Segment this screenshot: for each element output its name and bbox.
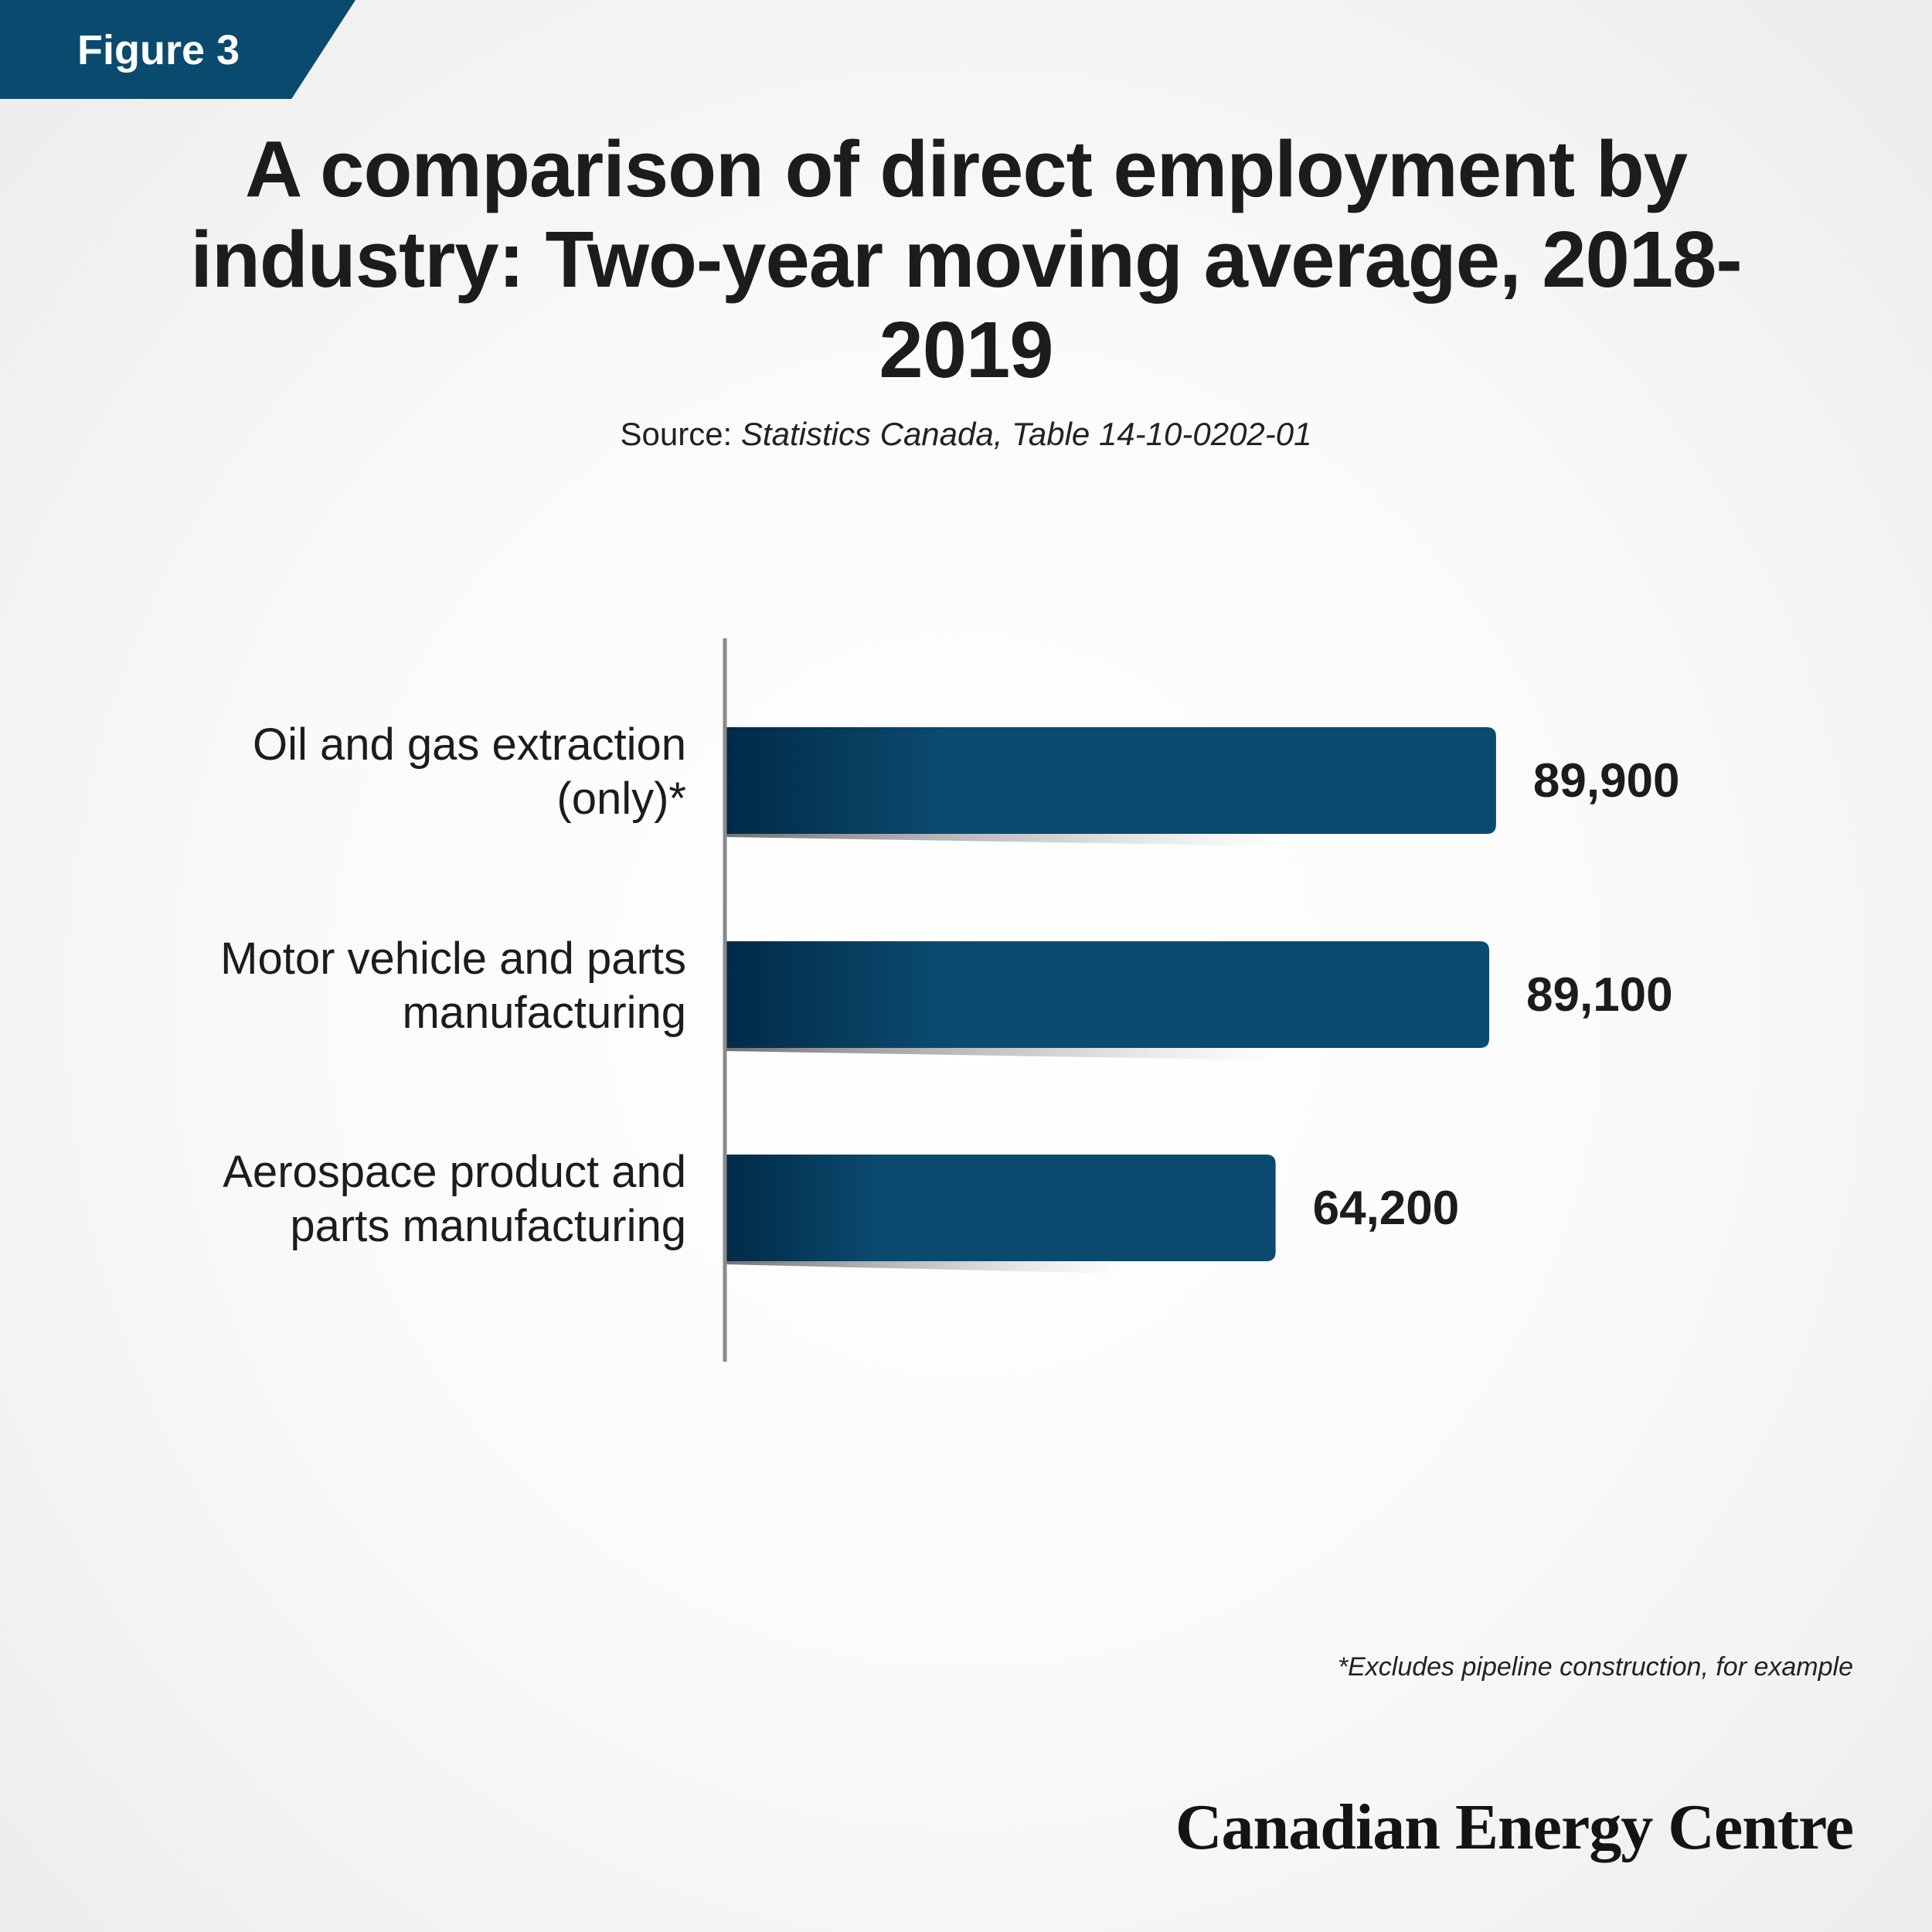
brand-logo-text: Canadian Energy Centre xyxy=(1175,1791,1854,1863)
bar xyxy=(725,727,1496,834)
figure-label: Figure 3 xyxy=(77,27,240,73)
bar xyxy=(725,941,1490,1048)
bar-shadow xyxy=(725,1046,1276,1060)
source-line: Source: Statistics Canada, Table 14-10-0… xyxy=(0,416,1932,453)
source-reference: Statistics Canada, Table 14-10-0202-01 xyxy=(740,416,1312,452)
category-label-line: (only)* xyxy=(556,774,686,824)
bar-shadow xyxy=(725,832,1281,846)
chart-title: A comparison of direct employment by ind… xyxy=(190,124,1742,394)
bar xyxy=(725,1155,1276,1261)
figure-label-tab: Figure 3 xyxy=(0,0,355,99)
category-label-line: Aerospace product and xyxy=(223,1147,686,1197)
category-label-line: Motor vehicle and parts xyxy=(220,934,686,984)
category-label-line: parts manufacturing xyxy=(290,1201,686,1251)
bar-value-label: 64,200 xyxy=(1313,1182,1460,1235)
bar-value-label: 89,100 xyxy=(1526,968,1673,1022)
category-label-line: manufacturing xyxy=(402,988,686,1038)
footnote: *Excludes pipeline construction, for exa… xyxy=(1337,1652,1853,1682)
category-label-line: Oil and gas extraction xyxy=(253,719,686,770)
bar-value-label: 89,900 xyxy=(1533,754,1680,808)
bar-shadow xyxy=(725,1260,1122,1274)
category-label: Motor vehicle and parts manufacturing xyxy=(220,934,686,1038)
source-prefix: Source: xyxy=(620,416,741,452)
category-label: Oil and gas extraction (only)* xyxy=(253,719,686,824)
category-label: Aerospace product and parts manufacturing xyxy=(223,1147,686,1251)
